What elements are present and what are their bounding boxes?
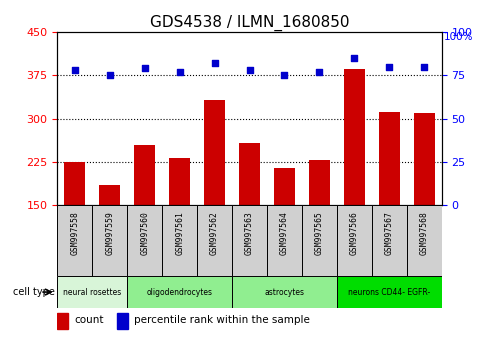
Bar — [134, 144, 155, 205]
Text: GSM997563: GSM997563 — [245, 211, 254, 255]
Point — [211, 60, 219, 66]
Text: count: count — [75, 315, 104, 325]
Bar — [169, 158, 190, 205]
Text: GSM997564: GSM997564 — [280, 211, 289, 255]
Bar — [379, 112, 400, 205]
Point — [315, 69, 323, 75]
Point — [350, 55, 358, 61]
Bar — [197, 205, 232, 276]
Point — [141, 65, 149, 71]
Bar — [92, 205, 127, 276]
Bar — [344, 69, 365, 205]
Bar — [267, 205, 302, 276]
Bar — [239, 143, 260, 205]
Text: 100%: 100% — [444, 32, 473, 42]
Point — [106, 73, 114, 78]
Text: GSM997566: GSM997566 — [350, 211, 359, 255]
Bar — [302, 205, 337, 276]
Bar — [57, 205, 92, 276]
Text: GSM997558: GSM997558 — [70, 211, 79, 255]
Bar — [162, 205, 197, 276]
Text: oligodendrocytes: oligodendrocytes — [147, 287, 213, 297]
Title: GDS4538 / ILMN_1680850: GDS4538 / ILMN_1680850 — [150, 14, 349, 30]
Text: cell type: cell type — [13, 287, 55, 297]
Bar — [64, 162, 85, 205]
Bar — [407, 205, 442, 276]
Bar — [372, 205, 407, 276]
Bar — [117, 313, 128, 329]
Text: GSM997561: GSM997561 — [175, 211, 184, 255]
Bar — [309, 160, 330, 205]
Bar — [414, 113, 435, 205]
Bar — [57, 313, 68, 329]
Bar — [57, 276, 127, 308]
Text: GSM997567: GSM997567 — [385, 211, 394, 255]
Point — [280, 73, 288, 78]
Text: GSM997568: GSM997568 — [420, 211, 429, 255]
Text: GSM997562: GSM997562 — [210, 211, 219, 255]
Bar — [232, 276, 337, 308]
Bar — [337, 276, 442, 308]
Point — [176, 69, 184, 75]
Text: GSM997565: GSM997565 — [315, 211, 324, 255]
Point — [71, 67, 79, 73]
Bar — [99, 185, 120, 205]
Bar — [127, 205, 162, 276]
Text: neurons CD44- EGFR-: neurons CD44- EGFR- — [348, 287, 430, 297]
Point — [420, 64, 428, 69]
Text: neural rosettes: neural rosettes — [63, 287, 121, 297]
Text: GSM997560: GSM997560 — [140, 211, 149, 255]
Text: percentile rank within the sample: percentile rank within the sample — [134, 315, 310, 325]
Bar — [204, 100, 225, 205]
Text: astrocytes: astrocytes — [264, 287, 304, 297]
Point — [246, 67, 253, 73]
Bar — [337, 205, 372, 276]
Bar — [127, 276, 232, 308]
Bar — [274, 168, 295, 205]
Text: GSM997559: GSM997559 — [105, 211, 114, 255]
Point — [385, 64, 393, 69]
Bar — [232, 205, 267, 276]
